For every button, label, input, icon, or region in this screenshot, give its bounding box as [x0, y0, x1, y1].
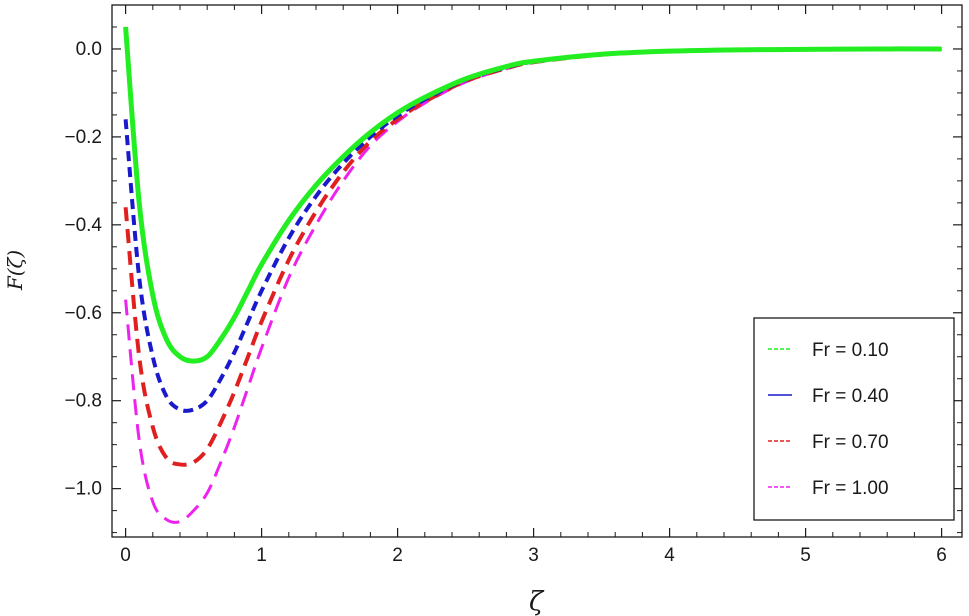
series-line-1	[123, 26, 942, 364]
legend-label-1: Fr = 0.10	[812, 340, 889, 361]
y-tick-label: −0.2	[64, 127, 102, 148]
legend: Fr = 0.10 Fr = 0.40 Fr = 0.70 Fr = 1.00	[753, 317, 955, 521]
y-tick-label: −0.4	[64, 215, 102, 236]
x-axis-label: ζ	[529, 587, 545, 616]
y-tick-label: −0.8	[64, 391, 102, 412]
x-tick-label: 6	[936, 545, 947, 566]
legend-label-4: Fr = 1.00	[812, 478, 889, 499]
y-tick-label: −1.0	[64, 479, 102, 500]
x-tick-label: 4	[664, 545, 675, 566]
y-tick-label: 0.0	[76, 39, 102, 60]
plot-frame	[111, 4, 963, 538]
series-layer	[123, 26, 942, 524]
y-tick-label: −0.6	[64, 303, 102, 324]
legend-label-2: Fr = 0.40	[812, 386, 889, 407]
x-tick-label: 3	[528, 545, 539, 566]
y-axis-ticks: 0.0 −0.2 −0.4 −0.6 −0.8 −1.0	[64, 4, 962, 534]
x-tick-label: 1	[256, 545, 267, 566]
x-tick-label: 5	[800, 545, 811, 566]
y-axis-label: F(ζ)	[3, 250, 27, 291]
x-tick-label: 2	[392, 545, 403, 566]
x-tick-label: 0	[120, 545, 131, 566]
legend-label-3: Fr = 0.70	[812, 432, 889, 453]
x-axis-ticks: 0 1 2 3 4 5 6	[120, 5, 947, 566]
